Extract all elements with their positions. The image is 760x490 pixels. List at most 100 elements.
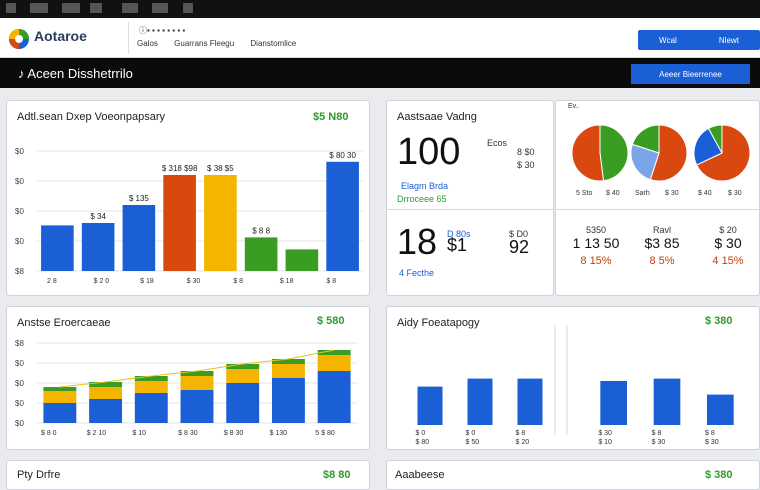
pie-label: $ 30 [728,190,742,197]
y-tick-label: $0 [15,419,24,428]
address-bar[interactable]: ⓘ▪ ▪ ▪ ▪ ▪ ▪ ▪ ▪ Galos Guarrans Fleegu D… [128,22,473,54]
kpi-value-2: 92 [509,237,530,257]
kpi-side-line: Ecos [487,138,508,148]
x-tick-label: $ 2 0 [94,278,110,285]
stacked-bar-segment[interactable] [180,376,214,390]
stacked-bar-segment[interactable] [134,376,168,381]
browser-tab[interactable] [62,3,80,13]
stacked-bar-segment[interactable] [271,378,305,423]
bar[interactable] [122,205,156,271]
bar[interactable] [81,223,115,271]
stacked-bar-segment[interactable] [226,383,260,423]
stacked-bar-segment[interactable] [226,364,260,369]
stacked-bar-segment[interactable] [89,387,123,399]
panel-title: Adtl.sean Dxep Voeonpapsary [17,111,165,123]
kpi-footer-label: 4 Fecthe [399,268,435,278]
x-tick-label: $ 8 0 [41,430,57,437]
x-tick-label: $ 30 [187,278,201,285]
dashboard-action-button[interactable]: Aeeer Bieerrenee [631,64,750,84]
x-tick-sublabel: $ 20 [516,439,530,446]
stat-top-label: $ 20 [719,225,737,235]
stacked-bar-segment[interactable] [180,390,214,423]
stacked-bar-segment[interactable] [317,371,351,423]
y-tick-label: $0 [15,237,24,246]
kpi-panel: Aastsaae Vadng 100 Ecos 8 $0 $ 30 Elagm … [386,100,554,296]
nav-item[interactable]: Dianstomlice [250,39,297,48]
stat-block: $ 20 $ 30 4 15% [698,225,758,267]
pie-slice[interactable] [649,124,688,182]
browser-tab[interactable] [183,3,193,13]
pie-slice[interactable] [695,124,751,182]
stacked-bar-segment[interactable] [271,364,305,378]
bar[interactable] [204,175,237,271]
stacked-bar-segment[interactable] [43,403,77,423]
stat-change: 8 15% [580,255,612,267]
x-tick-label: $ 8 30 [224,430,244,437]
stat-block: 5350 1 13 50 8 15% [566,225,626,267]
x-tick-label: $ 10 [132,430,146,437]
stacked-bar-segment[interactable] [271,359,305,364]
header-action-button[interactable]: Wcal Nlewt [638,30,760,50]
kpi-value: 18 [397,221,438,262]
bottom-panel-left: Pty Drfre $8 80 [6,460,370,490]
bar[interactable] [244,237,278,271]
bar[interactable] [326,161,359,271]
bar[interactable] [600,381,627,425]
stacked-bar-segment[interactable] [134,393,168,423]
bar[interactable] [707,394,734,425]
stacked-bar-segment[interactable] [317,350,351,355]
pie-slice[interactable] [630,143,660,181]
pie-slice[interactable] [707,124,723,154]
bar[interactable] [417,386,443,425]
pie-slice[interactable] [631,124,660,154]
stacked-bar-segment[interactable] [43,387,77,391]
stacked-bar-chart[interactable]: $0 $0 $0 $0 $8 $ 8 0 $ 2 10 $ 10 $ 8 30 $ 8 30 $ 1… [7,331,369,449]
panel-title: Aaabeese [395,469,445,481]
nav-item[interactable]: Galos [137,39,158,48]
bar[interactable] [41,225,74,271]
browser-tab[interactable] [122,3,138,13]
pie-slice[interactable] [599,124,629,182]
kpi-side-line: 8 $0 [517,147,535,157]
panel-value: $ 580 [317,315,345,327]
bar-data-label: $ 135 [129,194,150,203]
x-tick-sublabel: $ 10 [598,439,612,446]
panel-value: $5 N80 [313,111,349,123]
browser-tab[interactable] [6,3,16,13]
browser-tab[interactable] [30,3,48,13]
browser-tab[interactable] [152,3,168,13]
stacked-bar-segment[interactable] [89,399,123,423]
x-tick-label: $ 18 [140,278,154,285]
bar-chart-2[interactable]: $ 0 $ 80 $ 0 $ 50 $ 8 $ 20 $ 30 $ 10 $ 8 $ 30 $ 8 $… [387,325,759,449]
divider [387,209,553,210]
bar[interactable] [467,378,493,425]
stacked-bar-segment[interactable] [89,382,123,387]
x-tick-label: 5 $ 80 [315,430,335,437]
bar[interactable] [517,378,543,425]
bar[interactable] [285,249,319,271]
stacked-bar-segment[interactable] [43,391,77,403]
bar[interactable] [163,175,196,271]
pie-slice[interactable] [571,124,605,182]
nav-item[interactable]: Guarrans Fleegu [174,39,235,48]
bottom-panel-right: Aaabeese $ 380 [386,460,760,490]
stacked-bar-segment[interactable] [317,355,351,371]
x-tick-sublabel: $ 50 [466,439,480,446]
browser-tab[interactable] [90,3,102,13]
y-tick-label: $0 [15,399,24,408]
bar-data-label: $ 38 $5 [207,164,234,173]
bar-chart[interactable]: $8 $0 $0 $0 $0 $ 34 $ 135 $ 318 $98 $ 38 $5 $ 8 8… [7,131,369,291]
brand-name[interactable]: Aotaroe [34,28,87,44]
x-tick-label: $ 30 [598,430,612,437]
y-tick-label: $8 [15,339,24,348]
app-logo-icon[interactable] [8,28,30,50]
pie-charts[interactable]: 5 Sto $ 40 Sarh $ 30 $ 40 $ 30 [556,115,760,205]
stacked-bar-segment[interactable] [180,371,214,376]
panel-value: $8 80 [323,469,351,481]
stacked-bar-segment[interactable] [134,381,168,393]
pie-label: Sarh [635,190,650,197]
pie-slice[interactable] [693,127,723,166]
x-tick-label: $ 130 [270,430,288,437]
stacked-bar-segment[interactable] [226,369,260,383]
bar[interactable] [653,378,681,425]
